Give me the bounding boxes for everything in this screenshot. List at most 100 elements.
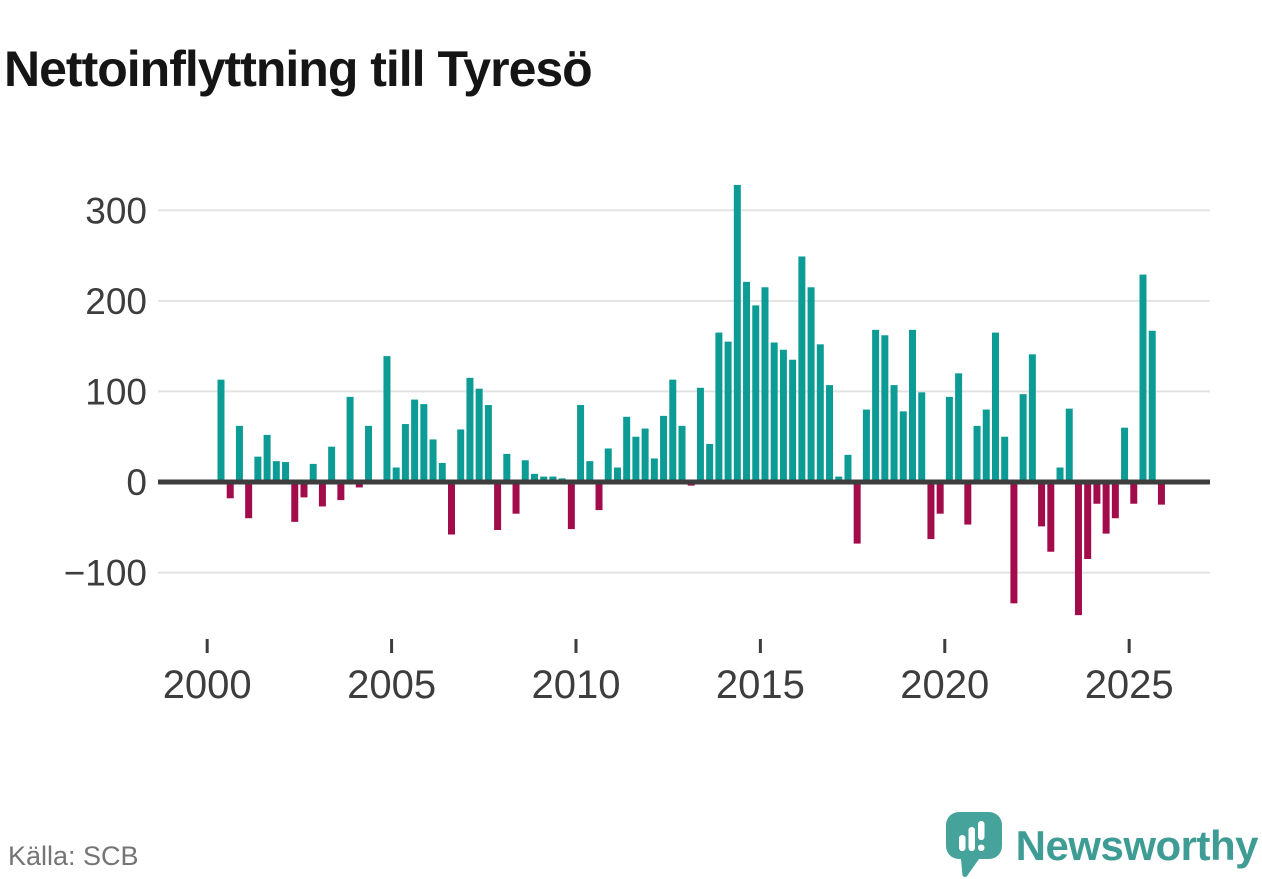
bar-2021Q1 — [982, 409, 990, 482]
x-axis-label: 2025 — [1085, 663, 1174, 707]
x-axis-label: 2000 — [163, 663, 252, 707]
bar-2004Q1 — [355, 482, 363, 488]
bar-2001Q1 — [245, 482, 253, 519]
bar-2013Q4 — [715, 332, 723, 482]
bar-2011Q3 — [632, 436, 640, 482]
bar-2001Q2 — [254, 456, 262, 482]
bar-2018Q4 — [899, 411, 907, 482]
bar-2014Q2 — [733, 184, 741, 482]
bar-2019Q3 — [927, 482, 935, 540]
x-axis-label: 2020 — [900, 663, 989, 707]
bar-2020Q2 — [955, 373, 963, 482]
y-axis-label: 0 — [126, 462, 147, 503]
bar-2000Q4 — [235, 425, 243, 482]
bar-2019Q2 — [918, 392, 926, 482]
bar-2004Q2 — [365, 425, 373, 482]
bar-2014Q1 — [724, 341, 732, 482]
bar-2008Q1 — [503, 453, 511, 482]
bar-2024Q1 — [1093, 482, 1101, 504]
bar-2003Q2 — [328, 446, 336, 482]
bar-2020Q1 — [945, 396, 953, 482]
bar-2025Q2 — [1139, 274, 1147, 482]
bar-2010Q4 — [604, 448, 612, 482]
bar-2007Q1 — [466, 377, 474, 482]
x-axis-label: 2005 — [347, 663, 436, 707]
bar-2023Q3 — [1074, 482, 1082, 616]
y-axis-label: 200 — [85, 281, 147, 322]
bar-2020Q3 — [964, 482, 972, 525]
bar-2017Q3 — [853, 482, 861, 544]
chart-title: Nettoinflyttning till Tyresö — [4, 40, 593, 97]
y-axis-label: 300 — [85, 190, 147, 231]
bar-2002Q2 — [291, 482, 299, 522]
bar-2024Q2 — [1102, 482, 1110, 534]
bar-2012Q1 — [650, 458, 658, 482]
bar-2022Q1 — [1019, 394, 1027, 482]
bar-2010Q2 — [586, 461, 594, 482]
y-axis-label: −100 — [64, 553, 147, 594]
bar-2024Q3 — [1111, 482, 1119, 519]
bar-2021Q4 — [1010, 482, 1018, 604]
bar-2006Q1 — [429, 439, 437, 482]
bar-2009Q4 — [567, 482, 575, 530]
x-axis-label: 2010 — [531, 663, 620, 707]
bar-2025Q4 — [1157, 482, 1165, 505]
bar-2014Q4 — [752, 305, 760, 482]
bar-2005Q2 — [401, 424, 409, 482]
bar-2015Q4 — [789, 359, 797, 482]
bar-2017Q2 — [844, 454, 852, 482]
bar-2018Q3 — [890, 385, 898, 482]
bar-2023Q1 — [1056, 467, 1064, 482]
bar-2019Q1 — [909, 329, 916, 482]
bar-2000Q2 — [217, 379, 225, 482]
bar-2011Q4 — [641, 428, 649, 482]
bar-2017Q1 — [835, 476, 843, 482]
source-label: Källa: SCB — [8, 841, 139, 871]
bar-2016Q3 — [816, 344, 824, 482]
bar-2009Q2 — [549, 476, 557, 482]
bar-2015Q1 — [761, 287, 769, 482]
newsworthy-logo-text: Newsworthy — [1015, 821, 1259, 869]
bar-2003Q3 — [337, 482, 345, 501]
bar-2013Q3 — [706, 443, 714, 482]
bar-2012Q2 — [660, 415, 668, 482]
bar-2012Q3 — [669, 379, 677, 482]
bar-2017Q4 — [862, 409, 870, 482]
bar-2002Q1 — [282, 462, 290, 482]
bar-2022Q4 — [1047, 482, 1055, 552]
bar-2008Q4 — [530, 473, 538, 482]
bar-2023Q2 — [1065, 408, 1073, 482]
bar-2006Q4 — [457, 429, 465, 482]
bar-2009Q1 — [540, 476, 548, 482]
bar-2011Q2 — [623, 416, 631, 482]
bar-2013Q2 — [696, 387, 704, 482]
bar-2004Q4 — [383, 356, 391, 482]
bar-2011Q1 — [613, 467, 621, 482]
bar-2021Q3 — [1001, 436, 1009, 482]
bar-2019Q4 — [936, 482, 944, 514]
bar-2015Q2 — [770, 342, 778, 482]
bar-2006Q3 — [448, 482, 455, 535]
bar-2024Q4 — [1121, 427, 1129, 482]
bar-2025Q1 — [1130, 482, 1138, 504]
bar-2001Q3 — [263, 434, 271, 482]
bar-2018Q2 — [881, 335, 889, 482]
bar-2010Q3 — [595, 482, 603, 511]
bar-2022Q3 — [1038, 482, 1046, 527]
bar-2005Q1 — [392, 467, 400, 482]
bar-2012Q4 — [678, 425, 686, 482]
bar-2003Q4 — [346, 396, 354, 482]
bar-2015Q3 — [779, 349, 787, 482]
bar-2020Q4 — [973, 425, 981, 482]
newsworthy-logo: Newsworthy — [945, 812, 1259, 879]
bar-2008Q3 — [521, 460, 529, 482]
y-axis-label: 100 — [85, 371, 147, 412]
bar-2016Q2 — [807, 287, 815, 482]
bar-2007Q4 — [494, 482, 502, 530]
bar-2021Q2 — [991, 332, 999, 482]
bar-2003Q1 — [318, 482, 326, 507]
bar-2002Q3 — [300, 482, 308, 498]
x-axis-label: 2015 — [716, 663, 805, 707]
